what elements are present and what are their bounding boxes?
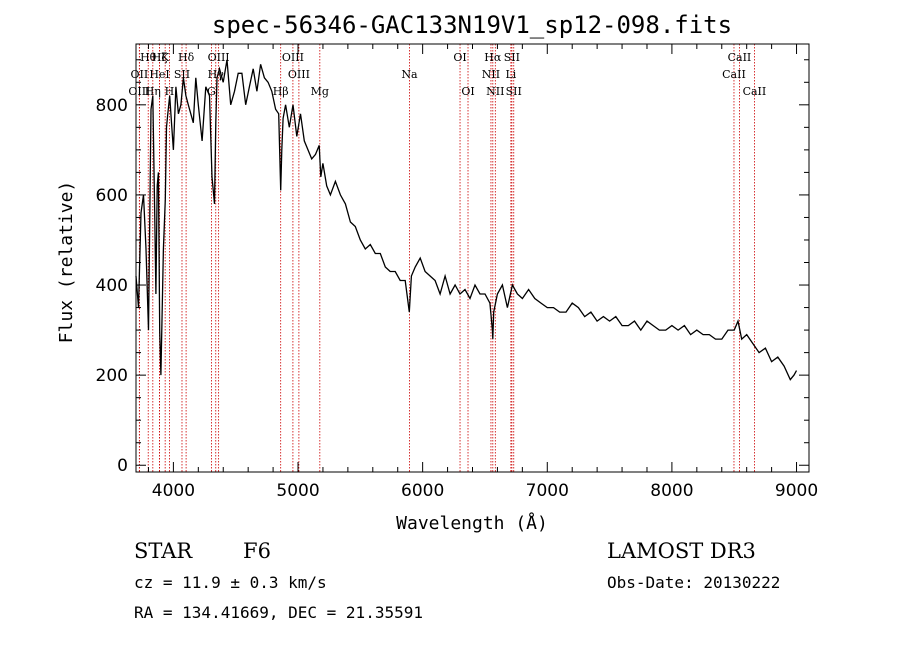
line-label-19: OI xyxy=(461,85,474,98)
x-tick-label-3: 7000 xyxy=(526,481,569,501)
object-subclass: F6 xyxy=(243,539,271,563)
line-label-28: CaII xyxy=(743,85,767,98)
y-tick-label-0: 0 xyxy=(117,456,128,476)
y-tick-label-4: 800 xyxy=(96,96,128,116)
y-axis-ticks: 0 200 400 600 800 xyxy=(96,59,809,476)
survey-name: LAMOST DR3 xyxy=(607,539,756,563)
x-tick-label-2: 6000 xyxy=(401,481,444,501)
y-tick-label-2: 400 xyxy=(96,276,128,296)
line-label-26: CaII xyxy=(728,51,752,64)
line-label-18: OI xyxy=(453,51,466,64)
line-label-9: Hδ xyxy=(178,51,195,64)
line-label-0: Hθ xyxy=(140,51,157,64)
spectrum-series-line xyxy=(135,59,798,381)
plot-frame xyxy=(135,43,810,473)
x-tick-label-5: 9000 xyxy=(775,481,818,501)
line-label-16: Mg xyxy=(311,85,329,98)
line-label-8: SII xyxy=(174,68,190,81)
line-label-2: OIII xyxy=(128,85,150,98)
line-label-23: SII xyxy=(504,51,520,64)
object-class: STAR xyxy=(134,539,193,563)
line-label-10: OIII xyxy=(208,51,230,64)
line-label-17: Na xyxy=(401,68,418,81)
line-label-4: K xyxy=(161,51,170,64)
x-axis-label: Wavelength (Å) xyxy=(396,512,548,534)
observation-date: Obs-Date: 20130222 xyxy=(607,573,781,592)
line-label-5: HeI xyxy=(149,68,169,81)
line-label-25: SII xyxy=(506,85,522,98)
line-label-15: OIII xyxy=(288,68,310,81)
x-tick-label-1: 5000 xyxy=(276,481,319,501)
line-label-3: Hη xyxy=(145,85,161,98)
line-label-22: NII xyxy=(486,85,504,98)
line-label-13: Hβ xyxy=(273,85,289,98)
coordinates-readout: RA = 134.41669, DEC = 21.35591 xyxy=(134,603,423,622)
chart-title: spec-56346-GAC133N19V1_sp12-098.fits xyxy=(212,11,732,39)
line-label-12: G xyxy=(207,85,216,98)
y-tick-label-3: 600 xyxy=(96,186,128,206)
line-label-20: Hα xyxy=(484,51,502,64)
y-axis-label: Flux (relative) xyxy=(56,181,77,344)
x-axis-ticks: 4000 5000 6000 7000 8000 9000 xyxy=(147,44,818,501)
line-label-24: Li xyxy=(505,68,516,81)
line-label-7: H xyxy=(165,85,175,98)
redshift-readout: cz = 11.9 ± 0.3 km/s xyxy=(134,573,327,592)
line-label-1: OII xyxy=(131,68,149,81)
x-tick-label-4: 8000 xyxy=(650,481,693,501)
line-label-6: Hζ xyxy=(152,51,168,64)
spectral-line-markers xyxy=(138,44,755,472)
line-label-27: CaII xyxy=(722,68,746,81)
y-tick-label-1: 200 xyxy=(96,366,128,386)
line-label-21: NII xyxy=(482,68,500,81)
line-label-14: OIII xyxy=(282,51,304,64)
x-tick-label-0: 4000 xyxy=(152,481,195,501)
